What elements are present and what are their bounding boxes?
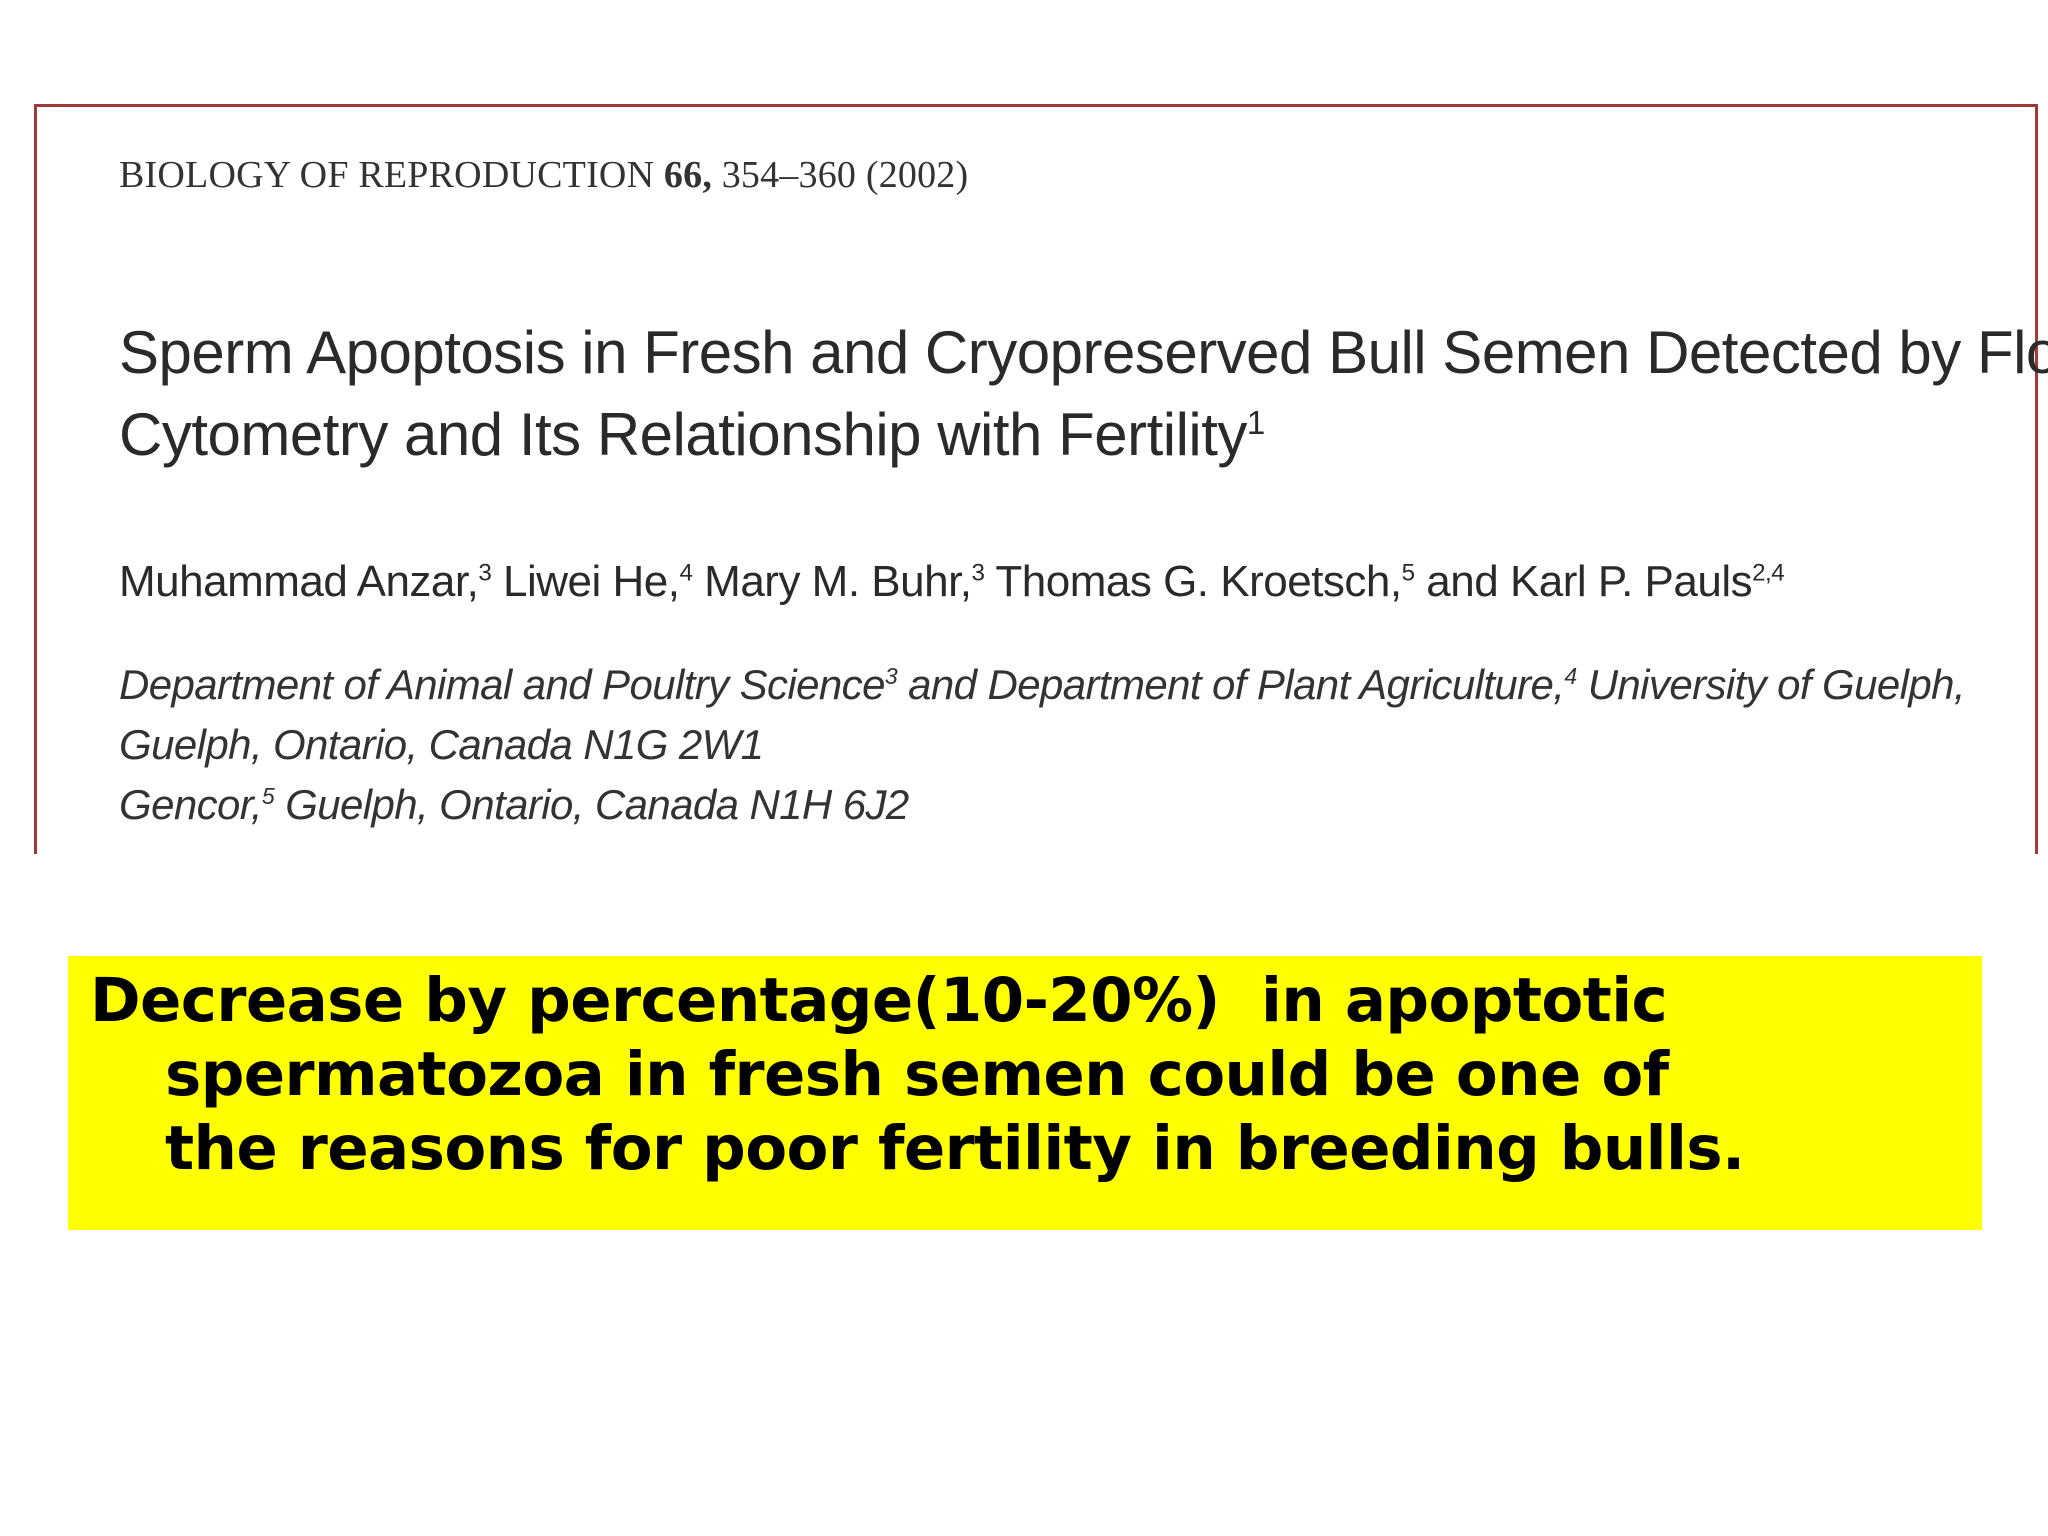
author-2-affil: 4 bbox=[679, 559, 693, 587]
author-list: Muhammad Anzar,3 Liwei He,4 Mary M. Buhr… bbox=[119, 557, 1785, 607]
journal-name: BIOLOGY OF REPRODUCTION bbox=[119, 154, 655, 196]
conclusion-line-3: the reasons for poor fertility in breedi… bbox=[165, 1113, 1745, 1184]
paper-title: Sperm Apoptosis in Fresh and Cryopreserv… bbox=[119, 312, 2048, 476]
author-4-affil: 5 bbox=[1401, 559, 1415, 587]
title-footnote-mark: 1 bbox=[1246, 404, 1265, 441]
author-2: Liwei He,4 bbox=[491, 557, 693, 606]
affiliation-line-3: Gencor,5 Guelph, Ontario, Canada N1H 6J2 bbox=[119, 775, 1965, 835]
affiliation-dept-plant: and Department of Plant Agriculture, bbox=[897, 661, 1565, 708]
author-1-affil: 3 bbox=[478, 559, 492, 587]
author-5-name: and Karl P. Pauls bbox=[1414, 557, 1753, 606]
paper-title-line-1: Sperm Apoptosis in Fresh and Cryopreserv… bbox=[119, 319, 2048, 386]
conclusion-line-2: spermatozoa in fresh semen could be one … bbox=[165, 1039, 1669, 1110]
paper-header-clipping: BIOLOGY OF REPRODUCTION 66, 354–360 (200… bbox=[34, 104, 2048, 854]
journal-pages-year: 354–360 (2002) bbox=[721, 154, 969, 196]
affiliation-mark-5: 5 bbox=[261, 783, 275, 809]
author-3: Mary M. Buhr,3 bbox=[692, 557, 985, 606]
journal-volume: 66, bbox=[663, 154, 713, 196]
author-5: and Karl P. Pauls2,4 bbox=[1414, 557, 1785, 606]
affiliation-line-2: Guelph, Ontario, Canada N1G 2W1 bbox=[119, 721, 764, 768]
author-1: Muhammad Anzar,3 bbox=[119, 557, 492, 606]
affiliation-line-1: Department of Animal and Poultry Science… bbox=[119, 655, 1966, 715]
affiliation-mark-3: 3 bbox=[884, 663, 898, 689]
conclusion-text: Decrease by percentage(10-20%) in apopto… bbox=[90, 964, 1745, 1186]
affiliation-gencor: Gencor, bbox=[119, 781, 262, 828]
conclusion-highlight-box: Decrease by percentage(10-20%) in apopto… bbox=[68, 956, 1982, 1230]
journal-citation: BIOLOGY OF REPRODUCTION 66, 354–360 (200… bbox=[119, 153, 968, 197]
conclusion-line-1: Decrease by percentage(10-20%) in apopto… bbox=[90, 965, 1668, 1036]
author-3-affil: 3 bbox=[971, 559, 985, 587]
paper-title-line-2-text: Cytometry and Its Relationship with Fert… bbox=[119, 401, 1247, 468]
paper-title-line-2: Cytometry and Its Relationship with Fert… bbox=[119, 394, 1959, 476]
author-1-name: Muhammad Anzar, bbox=[119, 557, 479, 606]
author-5-affil: 2,4 bbox=[1752, 559, 1785, 587]
author-4: Thomas G. Kroetsch,5 bbox=[984, 557, 1415, 606]
author-3-name: Mary M. Buhr, bbox=[692, 557, 972, 606]
affiliations: Department of Animal and Poultry Science… bbox=[119, 655, 1966, 835]
affiliation-university: University of Guelph, bbox=[1576, 661, 1966, 708]
author-2-name: Liwei He, bbox=[491, 557, 680, 606]
affiliation-dept-animal: Department of Animal and Poultry Science bbox=[119, 661, 885, 708]
author-4-name: Thomas G. Kroetsch, bbox=[984, 557, 1402, 606]
affiliation-gencor-address: Guelph, Ontario, Canada N1H 6J2 bbox=[274, 781, 909, 828]
affiliation-mark-4: 4 bbox=[1564, 663, 1577, 689]
